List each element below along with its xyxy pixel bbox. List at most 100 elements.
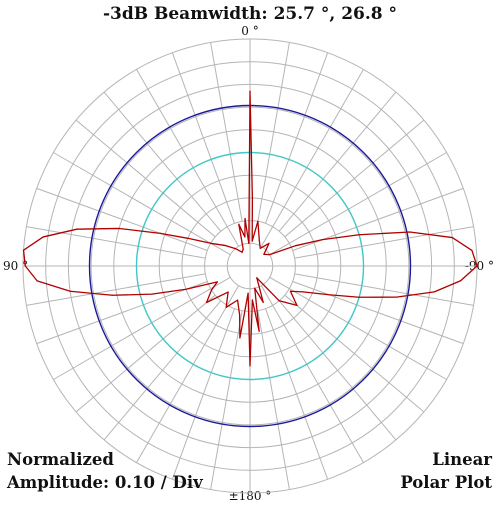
pattern-point	[258, 239, 260, 241]
pattern-point	[247, 292, 249, 294]
pattern-point	[268, 242, 270, 244]
pattern-point	[256, 277, 258, 279]
grid-spoke-240	[269, 276, 447, 380]
pattern-point	[76, 228, 78, 230]
scale-note-line2: Amplitude: 0.10 / Div	[7, 473, 203, 492]
angle-label-90: 90 °	[3, 259, 29, 273]
pattern-point	[296, 304, 298, 306]
pattern-series	[22, 90, 478, 367]
pattern-point	[151, 293, 153, 295]
pattern-point	[210, 242, 212, 244]
pattern-point	[295, 245, 297, 247]
pattern-point	[471, 249, 473, 252]
pattern-point	[236, 299, 239, 301]
pattern-point	[225, 244, 227, 247]
pattern-point	[187, 237, 189, 239]
scale-note: Normalized Amplitude: 0.10 / Div	[7, 448, 203, 494]
grid-spoke-260	[294, 273, 474, 306]
pattern-point	[185, 288, 187, 290]
plot-type-note: Linear Polar Plot	[400, 448, 492, 494]
pattern-point	[216, 281, 218, 283]
pattern-point	[258, 330, 260, 332]
pattern-point	[111, 294, 113, 296]
pattern-point	[433, 291, 435, 293]
pattern-point	[302, 291, 304, 293]
pattern-point	[257, 220, 259, 222]
grid-spoke-320	[278, 91, 397, 232]
pattern-trace-1	[22, 90, 478, 367]
grid-spoke-350	[257, 42, 290, 222]
pattern-point	[244, 217, 246, 220]
grid-spoke-30	[136, 69, 240, 247]
grid-spoke-110	[36, 281, 208, 345]
grid-spoke-160	[171, 308, 235, 480]
pattern-point	[36, 280, 38, 282]
pattern-point	[244, 236, 246, 238]
grid-spoke-200	[265, 308, 329, 480]
grid-spoke-100	[26, 273, 206, 306]
pattern-point	[289, 290, 292, 292]
grid-spoke-300	[269, 152, 447, 256]
pattern-point	[451, 236, 453, 239]
grid-spoke-40	[103, 91, 222, 232]
pattern-point	[42, 236, 44, 238]
scale-note-line1: Normalized	[7, 450, 114, 469]
grid-spoke-190	[257, 310, 290, 490]
grid-spoke-330	[260, 69, 364, 247]
grid-spoke-130	[75, 294, 216, 413]
grid-spoke-280	[294, 226, 474, 259]
pattern-point	[118, 227, 120, 230]
pattern-point	[239, 314, 241, 316]
pattern-point	[251, 299, 253, 301]
pattern-point	[269, 254, 271, 256]
pattern-point	[251, 240, 253, 242]
grid-spoke-230	[284, 294, 425, 413]
pattern-point	[409, 231, 411, 233]
pattern-point	[241, 251, 243, 253]
grid-spoke-70	[36, 187, 208, 251]
grid-spoke-120	[53, 276, 231, 380]
pattern-point	[259, 247, 261, 249]
plot-type-line2: Polar Plot	[400, 473, 492, 492]
pattern-point	[69, 290, 71, 292]
grid-spoke-170	[210, 310, 243, 490]
pattern-point	[321, 239, 324, 241]
pattern-point	[254, 287, 256, 289]
pattern-point	[210, 289, 213, 291]
grid-spoke-140	[103, 300, 222, 441]
grid-spoke-310	[284, 119, 425, 238]
pattern-point	[24, 265, 26, 267]
grid-spoke-50	[75, 119, 216, 238]
pattern-point	[239, 337, 241, 339]
pattern-point	[22, 249, 25, 251]
grid-spoke-150	[136, 285, 240, 463]
grid-spoke-220	[278, 300, 397, 441]
grid-spoke-340	[265, 52, 329, 224]
pattern-point	[227, 291, 229, 293]
pattern-point	[242, 248, 244, 250]
pattern-point	[278, 300, 280, 302]
pattern-point	[225, 306, 227, 308]
grid-spoke-80	[26, 226, 206, 259]
pattern-point	[358, 234, 360, 236]
grid-spoke-250	[292, 281, 464, 345]
grid-spoke-10	[210, 42, 243, 222]
angle-label-0: 0 °	[241, 24, 259, 38]
pattern-point	[460, 280, 462, 282]
pattern-point	[263, 253, 265, 255]
grid-spoke-60	[53, 152, 231, 256]
pattern-point	[238, 223, 240, 225]
grid-spoke-210	[260, 285, 364, 463]
pattern-point	[395, 296, 398, 298]
pattern-point	[234, 248, 237, 250]
pattern-point	[249, 365, 251, 367]
pattern-point	[262, 301, 264, 303]
pattern-point	[251, 197, 253, 199]
pattern-point	[476, 265, 478, 267]
chart-title: -3dB Beamwidth: 25.7 °, 26.8 °	[102, 4, 398, 24]
pattern-point	[205, 301, 208, 304]
pattern-point	[159, 232, 162, 234]
pattern-point	[328, 294, 330, 296]
grid-spoke-20	[171, 52, 235, 224]
